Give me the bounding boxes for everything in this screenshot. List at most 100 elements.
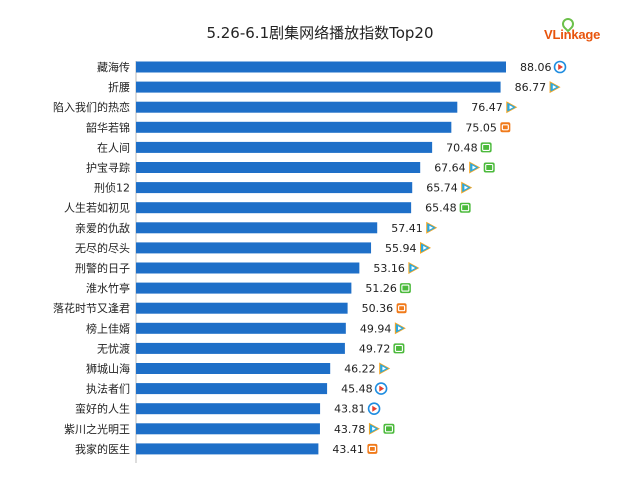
tencent-video-icon-center xyxy=(429,225,434,230)
bar xyxy=(136,202,412,214)
bar xyxy=(136,222,378,234)
mango-tv-icon-mark xyxy=(397,305,406,312)
category-label: 无忧渡 xyxy=(97,341,130,355)
tencent-video-icon-center xyxy=(509,105,514,110)
value-label: 43.81 xyxy=(334,403,366,416)
tencent-video-icon-center xyxy=(411,266,416,270)
value-label: 51.26 xyxy=(365,282,397,295)
value-label: 86.77 xyxy=(515,81,547,94)
bar xyxy=(136,302,348,314)
value-label: 76.47 xyxy=(471,101,503,114)
chart-title: 5.26-6.1剧集网络播放指数Top20 xyxy=(206,24,434,42)
value-label: 65.74 xyxy=(426,182,458,195)
iqiyi-icon xyxy=(459,202,471,213)
category-label: 折腰 xyxy=(108,80,130,94)
tencent-video-icon xyxy=(379,362,391,375)
bar xyxy=(136,81,501,93)
tencent-video-icon-center xyxy=(382,366,387,371)
iqiyi-icon xyxy=(393,343,405,354)
value-label: 75.05 xyxy=(465,121,497,134)
tencent-video-icon xyxy=(506,101,518,114)
category-label: 我家的医生 xyxy=(75,442,130,456)
value-label: 88.06 xyxy=(520,61,552,74)
iqiyi-icon xyxy=(480,142,492,153)
tencent-video-icon-center xyxy=(552,85,557,90)
iqiyi-icon xyxy=(383,423,395,434)
bar xyxy=(136,61,506,73)
bar xyxy=(136,423,320,435)
mango-tv-icon-mark xyxy=(368,445,376,452)
value-label: 65.48 xyxy=(425,202,457,215)
category-label: 榜上佳婿 xyxy=(86,321,130,335)
tencent-video-icon xyxy=(469,161,481,174)
mango-tv-icon-mark xyxy=(501,124,509,131)
value-label: 49.94 xyxy=(360,322,392,335)
category-label: 刑警的日子 xyxy=(75,261,130,275)
category-label: 在人间 xyxy=(97,141,130,154)
tencent-video-icon xyxy=(420,241,432,254)
value-label: 43.41 xyxy=(332,443,364,456)
youku-icon xyxy=(367,402,381,416)
bar xyxy=(136,443,319,455)
bar xyxy=(136,282,352,294)
tencent-video-icon xyxy=(426,221,438,234)
youku-icon xyxy=(374,382,388,395)
iqiyi-icon-mark xyxy=(482,143,491,151)
iqiyi-icon-mark xyxy=(401,284,410,292)
category-label: 人生若如初见 xyxy=(64,201,130,215)
category-label: 陷入我们的热恋 xyxy=(53,100,130,114)
category-label: 藏海传 xyxy=(97,60,130,74)
iqiyi-icon xyxy=(483,162,495,173)
category-label: 紫川之光明王 xyxy=(64,422,130,436)
iqiyi-icon-mark xyxy=(461,204,470,212)
tencent-video-icon xyxy=(549,81,561,94)
youku-icon-play xyxy=(372,405,378,412)
tencent-video-icon-center xyxy=(423,245,427,250)
iqiyi-icon-mark xyxy=(394,344,403,352)
bar xyxy=(136,383,328,395)
category-label: 执法者们 xyxy=(86,382,130,396)
category-label: 狮城山海 xyxy=(86,362,130,376)
tencent-video-icon xyxy=(408,262,420,274)
youku-icon-play xyxy=(379,385,385,392)
value-label: 57.41 xyxy=(391,222,423,235)
value-label: 45.48 xyxy=(341,383,373,396)
value-label: 67.64 xyxy=(434,162,466,175)
iqiyi-icon-mark xyxy=(384,425,393,433)
mango-tv-icon xyxy=(396,303,407,314)
mango-tv-icon xyxy=(500,122,511,133)
category-label: 淮水竹亭 xyxy=(86,281,130,295)
bar xyxy=(136,182,413,194)
youku-icon-play xyxy=(558,64,563,70)
tencent-video-icon xyxy=(394,322,406,335)
category-label: 刑侦12 xyxy=(94,182,130,195)
category-label: 蛮好的人生 xyxy=(75,402,130,416)
bar xyxy=(136,262,360,274)
category-label: 护宝寻踪 xyxy=(86,161,130,175)
brand-logo: VLinkage xyxy=(540,15,620,46)
bar xyxy=(136,363,331,374)
brand-logo-text: VLinkage xyxy=(544,27,601,42)
tencent-video-icon xyxy=(368,422,380,435)
tencent-video-icon-center xyxy=(398,326,402,331)
mango-tv-icon xyxy=(367,443,378,454)
value-label: 49.72 xyxy=(359,342,391,355)
value-label: 50.36 xyxy=(362,302,394,315)
bar xyxy=(136,101,458,113)
category-label: 无尽的尽头 xyxy=(75,241,130,255)
bar xyxy=(136,121,452,133)
category-label: 亲爱的仇敌 xyxy=(75,221,130,235)
tencent-video-icon-center xyxy=(372,426,376,431)
bar xyxy=(136,141,433,153)
youku-icon xyxy=(553,60,567,74)
category-label: 落花时节又逢君 xyxy=(53,302,130,315)
value-label: 55.94 xyxy=(385,242,417,255)
bar xyxy=(136,322,346,334)
category-label: 韶华若锦 xyxy=(86,120,130,134)
tencent-video-icon xyxy=(461,181,473,194)
iqiyi-icon xyxy=(399,283,411,294)
tencent-video-icon-center xyxy=(464,185,469,190)
bar xyxy=(136,242,372,254)
iqiyi-icon-mark xyxy=(485,163,494,172)
